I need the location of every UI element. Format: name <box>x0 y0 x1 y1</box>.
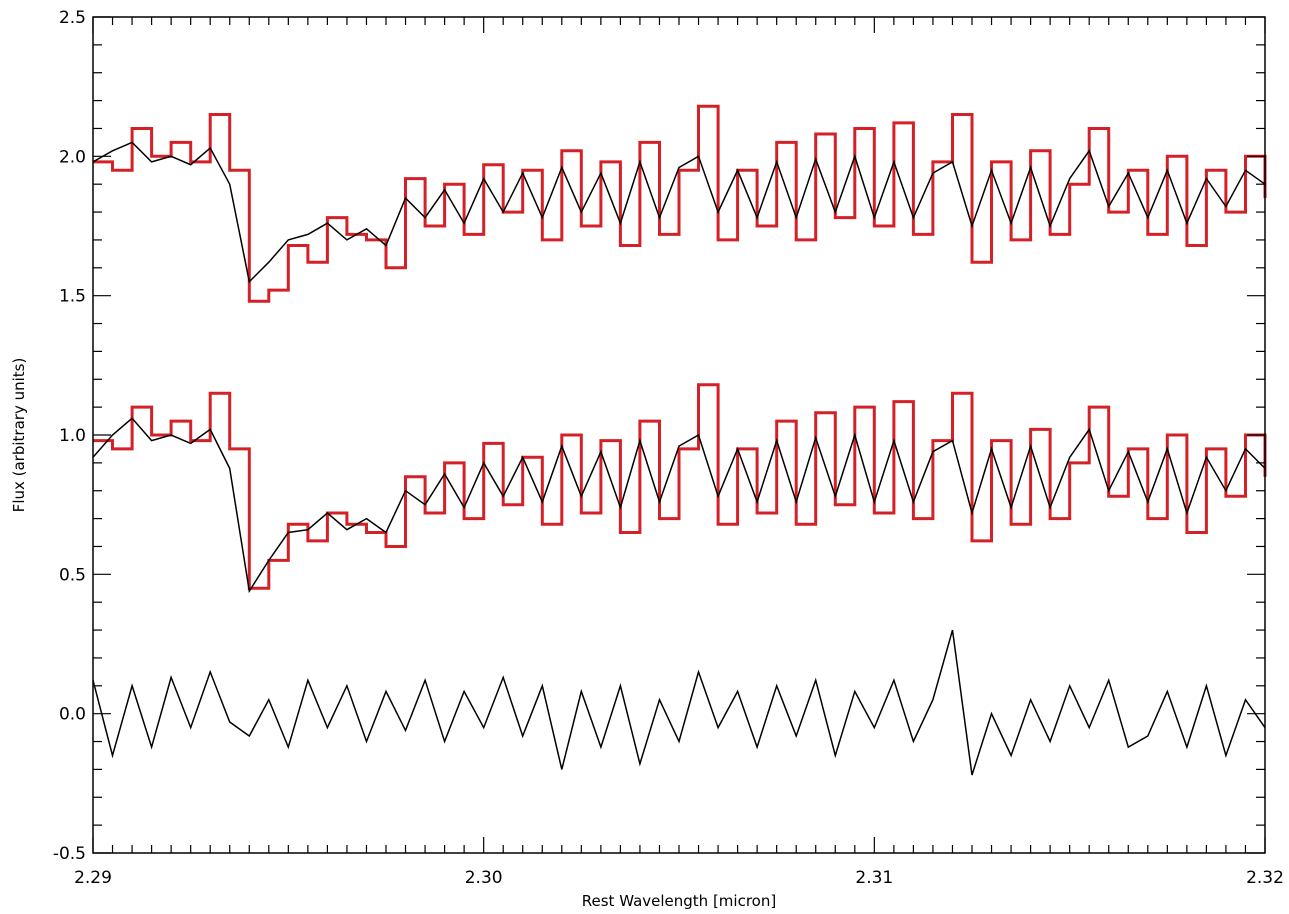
y-tick-label: 1.5 <box>59 287 86 307</box>
ticks-layer: 2.29 2.30 2.31 2.32 -0.5 0.0 0.5 1.0 1.5 2.0 2.5 <box>53 8 1284 888</box>
x-tick-label: 2.29 <box>74 868 112 888</box>
series-3-line <box>93 383 1267 590</box>
y-axis-label: Flux (arbitrary units) <box>10 358 28 513</box>
series-2-line <box>92 141 1266 284</box>
y-tick-label: 2.5 <box>59 8 86 28</box>
y-tick-label: 2.0 <box>59 147 86 167</box>
x-tick-label: 2.30 <box>465 868 503 888</box>
series-layer <box>92 104 1267 776</box>
y-tick-label: 0.0 <box>59 705 86 725</box>
x-axis-label: Rest Wavelength [micron] <box>582 892 776 910</box>
y-tick-label: -0.5 <box>53 844 86 864</box>
series-4-line <box>92 417 1266 594</box>
y-tick-label: 1.0 <box>59 426 86 446</box>
y-tick-label: 0.5 <box>59 565 86 585</box>
series-5-line <box>92 629 1266 776</box>
x-tick-label: 2.31 <box>855 868 893 888</box>
series-1-line <box>93 104 1267 303</box>
x-tick-label: 2.32 <box>1246 868 1284 888</box>
